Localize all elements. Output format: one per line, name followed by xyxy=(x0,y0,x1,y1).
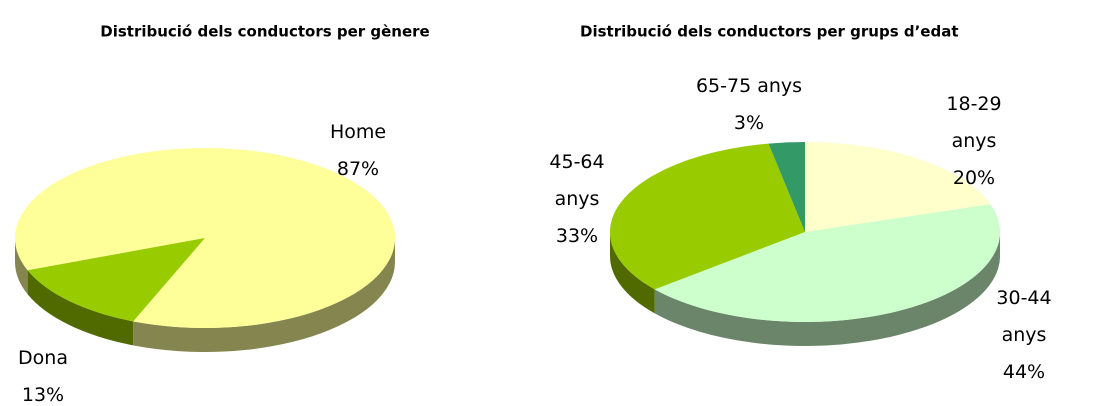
slice xyxy=(805,142,991,232)
chart-title: Distribució dels conductors per gènere xyxy=(100,23,429,41)
slice-side xyxy=(27,270,134,346)
category-label: 65-75 anys xyxy=(695,75,803,97)
slice-side xyxy=(133,238,395,352)
value-label: 87% xyxy=(336,158,380,180)
slice xyxy=(14,147,395,328)
value-label: 33% xyxy=(555,225,599,247)
slice-label: 30-44 anys 44% xyxy=(985,280,1063,391)
value-label: 3% xyxy=(733,112,765,134)
slice xyxy=(768,142,805,232)
slice-label: Dona 13% xyxy=(8,340,78,406)
category-label: 45-64 anys xyxy=(549,151,605,210)
slice-side xyxy=(610,232,655,314)
slice-label: 65-75 anys 3% xyxy=(690,68,808,142)
slice-label: Home 87% xyxy=(328,114,388,188)
slice-side xyxy=(15,238,28,295)
pie xyxy=(610,142,1000,346)
pie xyxy=(14,147,395,352)
category-label: 30-44 anys xyxy=(996,287,1052,346)
category-label: Home xyxy=(329,121,387,143)
value-label: 44% xyxy=(1002,361,1046,383)
slice-side xyxy=(654,232,1000,346)
slice-label: 18-29 anys 20% xyxy=(935,86,1013,197)
category-label: Dona xyxy=(18,347,68,369)
slice xyxy=(27,238,205,322)
slice xyxy=(610,143,805,290)
slice-label: 45-64 anys 33% xyxy=(538,144,616,255)
category-label: 18-29 anys xyxy=(946,93,1002,152)
value-label: 20% xyxy=(952,167,996,189)
value-label: 13% xyxy=(21,384,65,406)
slice xyxy=(654,204,1000,322)
chart-title: Distribució dels conductors per grups d’… xyxy=(580,23,959,41)
